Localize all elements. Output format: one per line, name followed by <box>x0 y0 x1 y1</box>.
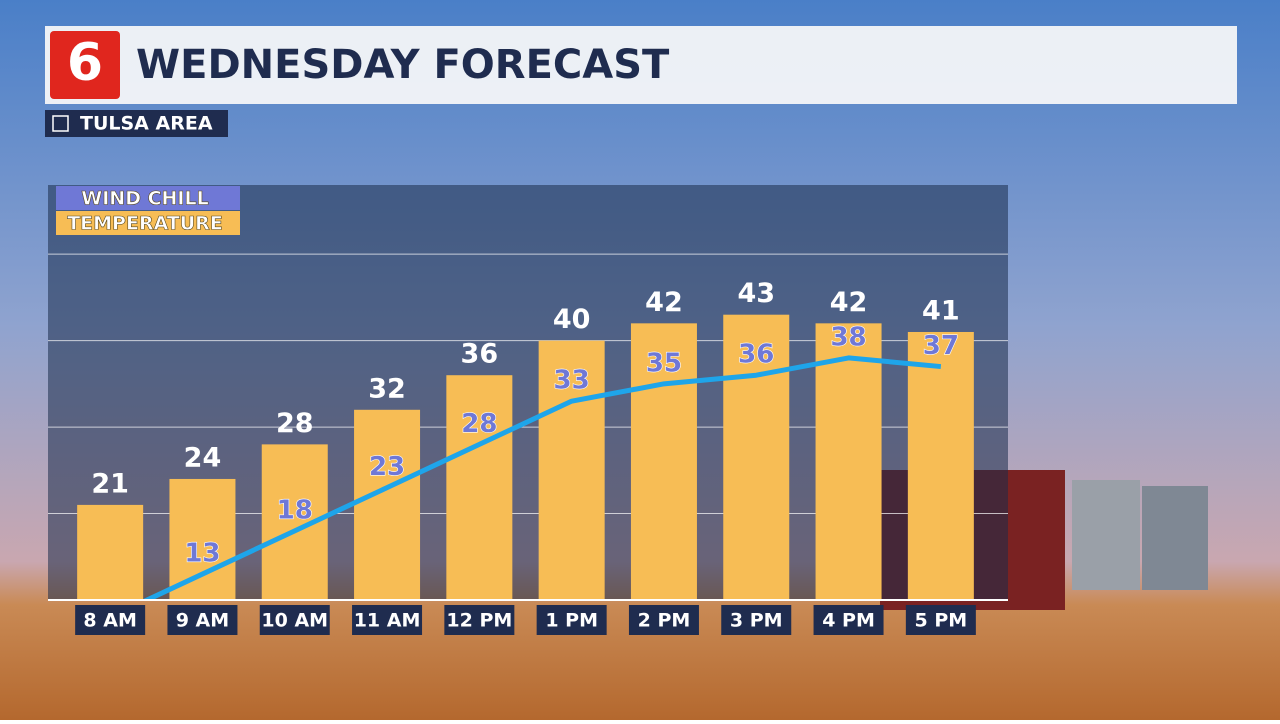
x-tick-label: 2 PM <box>638 610 691 632</box>
bar-label: 24 <box>184 442 222 473</box>
category-box <box>352 605 423 635</box>
bar-label: 32 <box>368 373 406 404</box>
line-label: 33 <box>554 366 590 396</box>
legend-swatch <box>56 211 240 235</box>
line-label: 18 <box>277 495 313 525</box>
bar <box>169 478 236 600</box>
bar <box>815 323 882 600</box>
category-box <box>259 605 330 635</box>
silo <box>1142 486 1208 590</box>
bar-label: 36 <box>461 339 499 370</box>
x-tick-label: 1 PM <box>545 610 598 632</box>
bar <box>354 409 421 600</box>
line-label: 35 <box>646 348 682 378</box>
x-tick-label: 9 AM <box>176 610 229 632</box>
category-box <box>536 605 607 635</box>
bar-label: 21 <box>91 468 129 499</box>
location: TULSA AREA <box>80 113 213 135</box>
bar-label: 41 <box>922 295 960 326</box>
x-tick-label: 5 PM <box>915 610 968 632</box>
bar-label: 42 <box>830 287 868 318</box>
category-box <box>813 605 884 635</box>
bar-label: 40 <box>553 304 591 335</box>
category-box <box>444 605 515 635</box>
category-box <box>167 605 238 635</box>
location-box <box>45 110 228 137</box>
bar <box>907 331 974 600</box>
category-box <box>628 605 699 635</box>
x-tick-label: 10 AM <box>261 610 328 632</box>
x-tick-label: 12 PM <box>446 610 512 632</box>
x-tick-label: 3 PM <box>730 610 783 632</box>
line-label: 36 <box>738 340 774 370</box>
legend-label: TEMPERATURE <box>67 213 223 235</box>
bar-label: 42 <box>645 287 683 318</box>
x-tick-label: 4 PM <box>822 610 875 632</box>
category-box <box>75 605 146 635</box>
bar <box>630 323 697 600</box>
bar <box>538 340 605 600</box>
x-tick-label: 8 AM <box>83 610 136 632</box>
title: WEDNESDAY FORECAST <box>136 42 670 88</box>
line <box>141 355 942 600</box>
logo-text: 6 <box>67 33 103 93</box>
line-label: 38 <box>830 322 866 352</box>
category-box <box>721 605 792 635</box>
category-box <box>905 605 976 635</box>
line-label: 28 <box>461 409 497 439</box>
x-tick-label: 11 AM <box>354 610 421 632</box>
title-bar <box>45 26 1237 104</box>
bar-label: 28 <box>276 408 314 439</box>
line-label: 13 <box>184 539 220 569</box>
bar <box>77 504 144 600</box>
legend-swatch <box>56 186 240 210</box>
bar <box>446 375 513 600</box>
line-label: 23 <box>369 452 405 482</box>
legend-label: WIND CHILL <box>81 188 208 210</box>
bar <box>723 314 790 600</box>
location-icon <box>52 115 69 132</box>
line-label: 37 <box>923 331 959 361</box>
silo <box>1072 480 1140 590</box>
bar-label: 43 <box>737 278 775 309</box>
logo <box>50 31 120 99</box>
